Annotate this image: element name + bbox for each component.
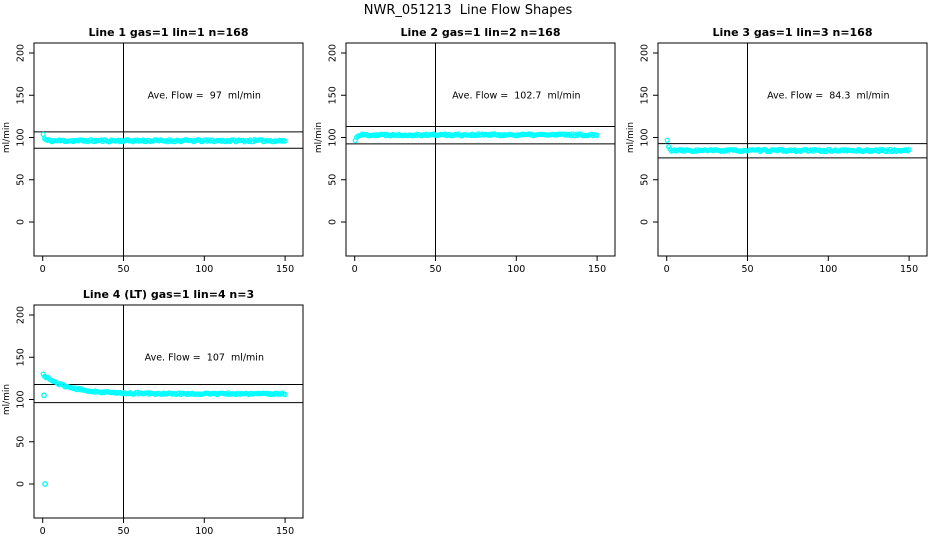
reference-lines <box>346 43 615 256</box>
y-tick-label: 100 <box>16 390 27 408</box>
reference-lines <box>34 43 303 256</box>
panel-title: Line 2 gas=1 lin=2 n=168 <box>400 26 560 39</box>
y-tick-label: 150 <box>16 86 27 104</box>
y-axis-label: ml/min <box>2 384 12 415</box>
x-tick-label: 150 <box>276 264 294 275</box>
y-tick-label: 0 <box>328 219 339 225</box>
data-point <box>40 131 46 138</box>
plot-border <box>345 42 616 257</box>
y-axis-label: ml/min <box>626 122 636 153</box>
ave-flow-annotation: Ave. Flow = 107 ml/min <box>145 352 264 363</box>
x-tick-label: 150 <box>900 264 918 275</box>
data-points-group <box>664 137 912 155</box>
x-tick-label: 0 <box>40 264 46 275</box>
x-tick-label: 150 <box>588 264 606 275</box>
panel-title: Line 4 (LT) gas=1 lin=4 n=3 <box>83 288 254 301</box>
x-tick-label: 0 <box>664 264 670 275</box>
plot-border <box>33 304 304 519</box>
panel-title: Line 3 gas=1 lin=3 n=168 <box>712 26 872 39</box>
x-tick-label: 0 <box>352 264 358 275</box>
y-tick-label: 100 <box>328 128 339 146</box>
ave-flow-annotation: Ave. Flow = 102.7 ml/min <box>452 90 580 101</box>
panel-title: Line 1 gas=1 lin=1 n=168 <box>88 26 248 39</box>
x-tick-label: 100 <box>195 526 213 537</box>
y-tick-label: 200 <box>328 44 339 62</box>
y-tick-label: 150 <box>16 348 27 366</box>
x-axis: 0 50 100 150 <box>664 256 918 275</box>
data-point <box>906 147 912 153</box>
plot-border <box>33 42 304 257</box>
y-tick-label: 150 <box>328 86 339 104</box>
y-tick-label: 50 <box>328 174 339 186</box>
reference-lines <box>34 305 303 518</box>
x-axis: 0 50 100 150 <box>40 256 294 275</box>
x-tick-label: 150 <box>276 526 294 537</box>
y-axis: 0 50 100 150 200 <box>16 306 34 487</box>
y-tick-label: 200 <box>16 306 27 324</box>
x-axis: 0 50 100 150 <box>40 518 294 537</box>
data-points-group <box>352 131 600 144</box>
y-axis-label: ml/min <box>314 122 324 153</box>
y-axis: 0 50 100 150 200 <box>640 44 658 225</box>
data-points-group <box>40 371 288 487</box>
x-tick-label: 50 <box>429 264 441 275</box>
y-tick-label: 50 <box>16 436 27 448</box>
y-tick-label: 0 <box>640 219 651 225</box>
ave-flow-annotation: Ave. Flow = 97 ml/min <box>148 90 261 101</box>
data-point <box>282 391 288 398</box>
x-tick-label: 100 <box>195 264 213 275</box>
y-tick-label: 50 <box>640 174 651 186</box>
ave-flow-annotation: Ave. Flow = 84.3 ml/min <box>767 90 889 101</box>
y-tick-label: 0 <box>16 481 27 487</box>
x-tick-label: 50 <box>117 526 129 537</box>
outlier-point <box>42 481 48 487</box>
y-tick-label: 200 <box>16 44 27 62</box>
data-point <box>594 132 600 139</box>
y-axis: 0 50 100 150 200 <box>16 44 34 225</box>
panel-line-2: Line 2 gas=1 lin=2 n=168 0 50 100 150 200 ml/m… <box>314 26 616 275</box>
x-tick-label: 100 <box>507 264 525 275</box>
x-tick-label: 0 <box>40 526 46 537</box>
y-tick-label: 200 <box>640 44 651 62</box>
y-axis-label: ml/min <box>2 122 12 153</box>
x-tick-label: 100 <box>819 264 837 275</box>
y-tick-label: 50 <box>16 174 27 186</box>
x-tick-label: 50 <box>117 264 129 275</box>
y-tick-label: 150 <box>640 86 651 104</box>
x-tick-label: 50 <box>741 264 753 275</box>
x-axis: 0 50 100 150 <box>352 256 606 275</box>
y-axis: 0 50 100 150 200 <box>328 44 346 225</box>
outlier-point <box>41 392 47 399</box>
y-tick-label: 100 <box>16 128 27 146</box>
plot-border <box>657 42 928 257</box>
panel-line-4: Line 4 (LT) gas=1 lin=4 n=3 0 50 100 150 200 m… <box>2 288 304 537</box>
data-point <box>664 137 670 143</box>
data-point <box>282 138 288 144</box>
y-tick-label: 0 <box>16 219 27 225</box>
panel-line-1: Line 1 gas=1 lin=1 n=168 0 50 100 150 200 ml/m… <box>2 26 304 275</box>
panel-line-3: Line 3 gas=1 lin=3 n=168 0 50 100 150 200 ml/m… <box>626 26 928 275</box>
chart-title: NWR_051213 Line Flow Shapes <box>363 3 573 18</box>
data-points-group <box>40 131 288 145</box>
y-tick-label: 100 <box>640 128 651 146</box>
